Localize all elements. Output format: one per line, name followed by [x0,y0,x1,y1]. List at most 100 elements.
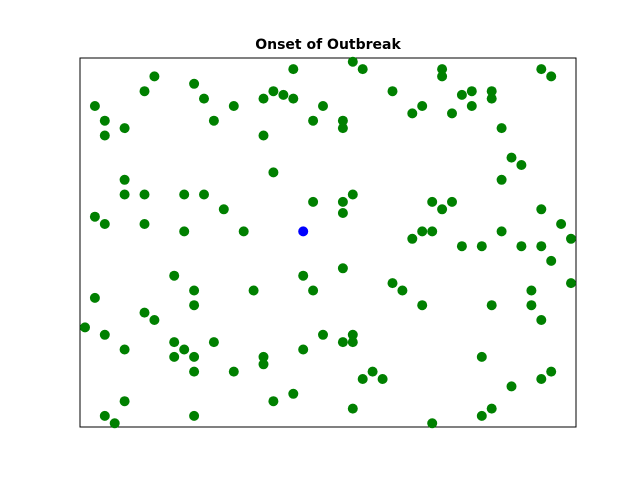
data-point [169,337,180,348]
data-point [387,86,398,97]
data-point [139,307,150,318]
data-point [347,56,358,67]
data-point [228,101,239,111]
data-point [496,226,507,237]
data-point [437,71,448,82]
data-point [546,366,557,377]
data-point [367,366,378,377]
data-point [208,115,219,126]
chart-title: Onset of Outbreak [255,37,401,53]
data-point [437,204,448,215]
data-point [337,208,348,218]
data-point [526,285,537,296]
data-point [308,115,319,126]
data-point [318,101,328,111]
data-point [99,219,110,229]
data-point [407,108,418,119]
data-point [476,241,487,252]
data-point [199,93,209,104]
data-point [288,64,299,75]
plot-area [79,57,577,428]
data-point [258,351,269,362]
data-point [99,130,110,141]
data-point [357,374,368,384]
data-point [179,226,190,237]
data-point [119,123,130,134]
data-point [337,263,348,274]
data-point [417,226,428,237]
data-point [99,115,110,126]
data-point [447,108,457,119]
data-point [486,403,497,414]
data-point [397,285,408,296]
data-point [268,86,279,97]
data-point [456,241,467,252]
data-point [427,196,438,207]
data-point [318,329,328,340]
data-point [566,233,576,244]
data-point [189,351,200,362]
data-point [337,123,348,134]
data-point [486,93,497,104]
data-point [466,86,477,97]
data-point [337,115,348,126]
outbreak-origin-point [298,226,309,237]
data-point [506,381,517,392]
data-point [169,351,180,362]
data-point [387,278,398,289]
data-point [189,78,200,89]
data-point [189,285,200,296]
data-point [278,89,289,100]
data-point [407,233,418,244]
data-point [248,285,259,296]
data-point [298,344,309,355]
data-point [427,226,438,237]
data-point [189,366,200,377]
data-point [536,204,547,215]
data-point [466,101,477,111]
data-point [486,300,497,311]
data-point [536,241,547,252]
data-point [119,189,130,200]
data-point [476,351,487,362]
data-point [506,152,517,163]
data-point [377,374,388,384]
data-point [99,410,110,421]
data-point [308,285,319,296]
data-point [536,374,547,384]
data-point [357,64,368,75]
data-point [258,359,269,370]
data-point [189,410,200,421]
data-point [228,366,239,377]
data-point [139,189,150,200]
data-point [139,219,150,229]
data-point [437,64,448,75]
data-point [169,270,180,281]
data-point [347,329,358,340]
data-point [347,337,358,348]
data-point [496,174,507,185]
data-point [546,71,557,82]
data-point [179,189,190,200]
data-point [99,329,110,340]
data-point [526,300,537,311]
data-point [476,410,487,421]
data-point [119,174,130,185]
data-point [89,292,100,303]
data-point [89,211,100,222]
data-points [80,56,576,429]
data-point [566,278,576,289]
data-point [89,101,100,111]
data-point [447,196,457,207]
data-point [238,226,249,237]
data-point [218,204,229,215]
data-point [546,255,557,266]
data-point [199,189,209,200]
data-point [288,93,299,104]
data-point [268,396,279,407]
data-point [337,337,348,348]
data-point [80,322,90,333]
data-point [208,337,219,348]
data-point [417,101,428,111]
